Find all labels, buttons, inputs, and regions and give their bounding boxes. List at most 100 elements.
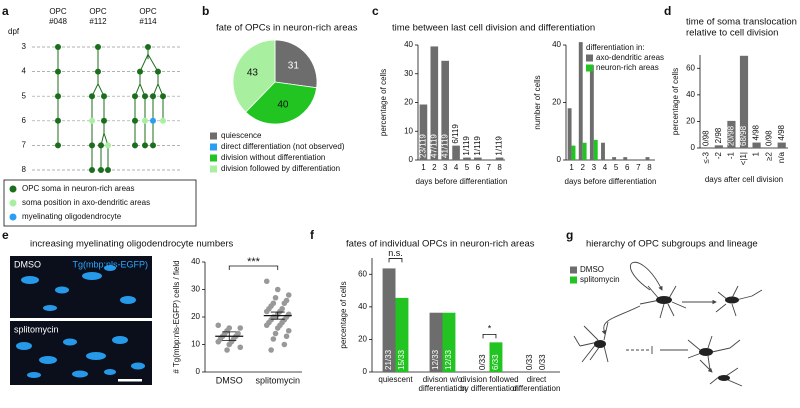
bar <box>582 142 587 160</box>
scale-bar <box>118 379 142 382</box>
y-tick-label: 40 <box>404 40 413 49</box>
cell-node <box>89 142 95 149</box>
bar <box>571 145 576 160</box>
cell-node <box>160 117 166 124</box>
cell-node <box>150 142 156 149</box>
value-label: 12/33 <box>444 349 453 370</box>
data-point <box>272 330 279 337</box>
x-tick-label: 4 <box>454 163 459 172</box>
x-tick-label: division followed <box>460 375 518 384</box>
bar <box>612 157 617 160</box>
bar <box>463 157 471 160</box>
legend-box <box>3 179 197 227</box>
cell-node <box>98 142 104 149</box>
bar <box>419 104 428 160</box>
legend-label: OPC soma in neuron-rich areas <box>22 184 135 193</box>
y-axis-label: percentage of cells <box>671 68 680 135</box>
tree-branch <box>139 54 149 72</box>
chart-title: increasing myelinating oligodendrocyte n… <box>30 239 234 250</box>
x-axis-label: days before differentiation <box>416 177 508 186</box>
data-point <box>224 347 230 353</box>
bar <box>714 145 723 148</box>
y-tick-label: 40 <box>191 257 200 266</box>
cell-node <box>137 68 143 75</box>
significance-bracket <box>388 258 403 263</box>
data-point <box>270 336 277 342</box>
value-label: 6/33 <box>491 354 500 370</box>
cell-node <box>105 167 111 173</box>
y-tick-label: 60 <box>686 63 695 72</box>
panel-label: a <box>2 4 9 18</box>
x-tick-label: 5 <box>614 163 619 172</box>
x-tick-label: <|1| <box>739 152 748 165</box>
data-point <box>274 286 281 293</box>
x-tick-label: 2 <box>432 163 437 172</box>
significance: *** <box>247 256 261 268</box>
y-tick-label: 0 <box>196 367 201 376</box>
x-tick-label: n/a <box>777 151 786 163</box>
cell-node <box>55 93 61 100</box>
cell-node <box>132 117 138 124</box>
legend-marker <box>9 213 17 221</box>
cell-node <box>142 117 148 124</box>
cell-node <box>150 93 156 100</box>
bar <box>578 42 583 160</box>
value-label: 12/33 <box>431 349 440 370</box>
bar <box>430 46 439 160</box>
bar <box>489 342 503 372</box>
chart-title: fates of individual OPCs in neuron-rich … <box>346 239 535 250</box>
legend-label: splitomycin <box>580 275 620 284</box>
data-point <box>285 327 292 334</box>
value-label: 23/119 <box>419 134 428 158</box>
tree-label: OPC <box>139 7 157 16</box>
bar <box>567 108 572 160</box>
value-label: 4/98 <box>752 124 761 140</box>
legend-title: differentiation in: <box>586 43 645 52</box>
data-point <box>285 292 292 298</box>
y-tick-label: 40 <box>686 90 695 99</box>
data-point <box>268 347 274 353</box>
cell-node <box>55 142 61 149</box>
tree-label: OPC <box>89 7 107 16</box>
bar <box>452 145 460 160</box>
bar <box>727 120 736 148</box>
x-tick-label: -2 <box>714 151 723 159</box>
x-tick-label: 1 <box>752 151 761 156</box>
panel-label: g <box>566 228 573 242</box>
cell-node <box>155 68 161 75</box>
legend-swatch <box>210 132 217 140</box>
x-tick-label: 3 <box>443 163 448 172</box>
y-axis-label: percentage of cells <box>379 69 388 136</box>
x-tick-label: 1 <box>421 163 426 172</box>
x-tick-label: 2 <box>580 163 585 172</box>
bar <box>739 55 749 148</box>
x-tick-label: 3 <box>592 163 597 172</box>
micrograph <box>10 256 152 318</box>
y-tick-label: 0 <box>409 155 414 164</box>
micrograph-label: splitomycin <box>14 324 59 334</box>
bar <box>442 312 456 372</box>
x-tick-label: direct <box>527 375 547 384</box>
y-tick-label: 10 <box>191 340 200 349</box>
chart-title: time between last cell division and diff… <box>392 23 595 34</box>
data-point <box>281 300 288 307</box>
value-label: 68/98 <box>739 125 748 146</box>
x-tick-label: differentiation <box>419 384 467 393</box>
value-label: 4/98 <box>777 124 786 140</box>
value-label: 6/119 <box>451 124 460 144</box>
pie-slice <box>274 39 318 89</box>
y-axis-label: number of cells <box>533 75 542 129</box>
cell-node <box>55 44 61 50</box>
stain-label: Tg(mbp:nls-EGFP) <box>72 259 148 269</box>
legend-marker <box>9 199 17 207</box>
cell-node <box>98 167 104 173</box>
panel-label: c <box>372 4 379 18</box>
data-point <box>237 344 244 351</box>
data-point <box>272 294 279 301</box>
value-label: 15/33 <box>397 349 406 370</box>
value-label: 0/33 <box>538 354 547 370</box>
value-label: 0/98 <box>701 130 710 146</box>
x-tick-label: 4 <box>603 163 608 172</box>
x-tick-label: divison w/o <box>423 375 463 384</box>
